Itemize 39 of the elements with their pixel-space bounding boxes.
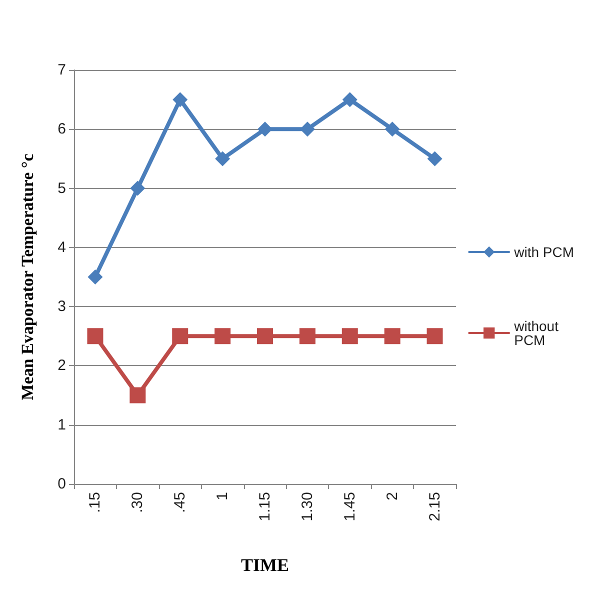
point [88, 270, 103, 284]
point [130, 387, 146, 404]
x-tick-label: 1.15 [256, 492, 274, 522]
y-tick-label: 0 [58, 476, 66, 492]
point [342, 92, 358, 108]
y-tick-label: 6 [58, 120, 66, 138]
legend-label: without PCM [513, 318, 562, 348]
point [342, 328, 358, 344]
point [258, 122, 272, 137]
x-tick-label: .45 [172, 492, 189, 513]
point [130, 180, 146, 196]
y-tick-label: 2 [58, 357, 66, 374]
point [87, 328, 104, 344]
x-tick-label: 1 [214, 492, 232, 500]
point [427, 151, 442, 166]
point [215, 151, 230, 166]
y-axis-title: Mean Evaporator Temperature °c [18, 153, 37, 400]
point [384, 328, 400, 344]
y-tick-label: 4 [58, 238, 66, 256]
y-tick-label: 3 [58, 298, 66, 316]
point [257, 328, 273, 344]
x-tick-label: .15 [86, 492, 104, 513]
x-tick-label: 1.30 [298, 492, 316, 522]
point [172, 92, 188, 108]
point [299, 328, 316, 344]
y-tick-label: 1 [58, 416, 66, 434]
point [214, 328, 231, 344]
point [426, 328, 443, 344]
x-axis-title: TIME [240, 555, 290, 575]
legend-label: with PCM [513, 244, 574, 260]
point [300, 122, 315, 137]
x-tick-label: 2.15 [426, 492, 444, 522]
x-tick-label: 1.45 [341, 492, 358, 522]
point [384, 122, 400, 137]
x-tick-label: .30 [129, 492, 146, 513]
x-tick-label: 2 [384, 492, 401, 500]
point [172, 328, 188, 344]
y-tick-label: 5 [58, 180, 66, 197]
y-tick-label: 7 [58, 62, 66, 78]
